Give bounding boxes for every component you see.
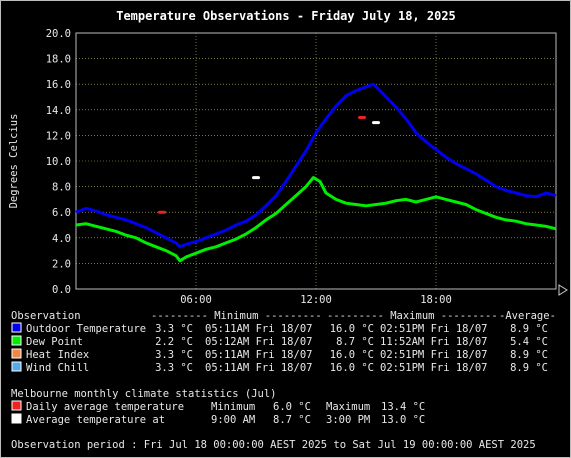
legend-average-value: 5.4 °C — [510, 336, 548, 348]
climate-marker-average-at-time — [252, 176, 260, 180]
climate-daily-avg-max: 13.4 °C — [381, 401, 425, 413]
climate-markers — [158, 115, 380, 214]
climate-marker-daily-average-max — [358, 115, 366, 119]
legend-header-maximum: --------- Maximum --------- — [327, 310, 498, 322]
legend-header-average: -Average- — [499, 310, 556, 322]
legend-max-time: 02:51PM Fri 18/07 — [380, 323, 487, 335]
x-tick-label: 18:00 — [420, 294, 452, 306]
observation-period: Observation period : Fri Jul 18 00:00:00… — [11, 439, 536, 451]
series-line-outdoor-temperature — [75, 82, 557, 249]
chart-title: Temperature Observations - Friday July 1… — [116, 9, 456, 23]
legend-row: Heat Index 3.3 °C 05:11AM Fri 18/07 16.0 °C… — [11, 348, 548, 361]
y-tick-label: 12.0 — [46, 130, 71, 142]
legend-header-observation: Observation — [11, 310, 81, 322]
legend-min-time: 05:11AM Fri 18/07 — [205, 349, 312, 361]
legend-swatch — [11, 361, 22, 372]
climate-avg-at-time1: 9:00 AM — [211, 414, 255, 426]
legend-max-value: 16.0 °C — [330, 362, 374, 374]
legend-max-value: 16.0 °C — [330, 349, 374, 361]
y-tick-label: 14.0 — [46, 105, 71, 117]
legend-min-value: 3.3 °C — [155, 323, 193, 335]
legend-max-value: 8.7 °C — [336, 336, 374, 348]
legend-series-name: Dew Point — [26, 336, 83, 348]
legend-max-time: 02:51PM Fri 18/07 — [380, 362, 487, 374]
legend-header-minimum: --------- Minimum --------- — [151, 310, 322, 322]
series-lines — [75, 82, 557, 263]
climate-daily-avg-swatch — [11, 400, 22, 411]
series-line-dew-point — [75, 176, 557, 263]
x-tick-label: 12:00 — [300, 294, 332, 306]
y-tick-label: 0.0 — [52, 284, 71, 296]
y-tick-label: 16.0 — [46, 79, 71, 91]
legend-swatch — [11, 322, 22, 333]
x-tick-labels: 06:00 12:00 18:00 — [180, 294, 452, 306]
y-tick-label: 4.0 — [52, 233, 71, 245]
gridlines — [76, 33, 556, 289]
x-axis-arrow-icon — [558, 284, 568, 296]
y-tick-label: 2.0 — [52, 258, 71, 270]
climate-avg-at-val2: 13.0 °C — [381, 414, 425, 426]
legend-min-value: 3.3 °C — [155, 362, 193, 374]
legend-series-name: Outdoor Temperature — [26, 323, 146, 335]
climate-avg-at-swatch — [11, 413, 22, 424]
legend-row: Outdoor Temperature 3.3 °C 05:11AM Fri 18/… — [11, 322, 548, 335]
y-tick-label: 8.0 — [52, 182, 71, 194]
climate-avg-at-val1: 8.7 °C — [273, 414, 311, 426]
climate-marker-average-at-time — [372, 121, 380, 125]
climate-marker-daily-average-min — [158, 210, 166, 214]
legend-min-value: 3.3 °C — [155, 349, 193, 361]
climate-avg-at-time2: 3:00 PM — [326, 414, 370, 426]
y-tick-labels: 0.0 2.0 4.0 6.0 8.0 10.0 12.0 14.0 16.0 18.0 20.0 — [46, 28, 71, 296]
y-tick-label: 6.0 — [52, 207, 71, 219]
climate-daily-avg-max-label: Maximum — [326, 401, 370, 413]
legend-series-name: Heat Index — [26, 349, 89, 361]
legend-table: Outdoor Temperature 3.3 °C 05:11AM Fri 18/… — [11, 322, 548, 374]
climate-title: Melbourne monthly climate statistics (Ju… — [11, 388, 277, 400]
legend-average-value: 8.9 °C — [510, 323, 548, 335]
legend-average-value: 8.9 °C — [510, 362, 548, 374]
legend-min-time: 05:12AM Fri 18/07 — [205, 336, 312, 348]
legend-swatch — [11, 335, 22, 346]
y-tick-label: 18.0 — [46, 54, 71, 66]
legend-min-value: 2.2 °C — [155, 336, 193, 348]
legend-series-name: Wind Chill — [26, 362, 89, 374]
legend-row: Wind Chill 3.3 °C 05:11AM Fri 18/07 16.0 °C… — [11, 361, 548, 374]
legend-swatch — [11, 348, 22, 359]
legend-max-time: 02:51PM Fri 18/07 — [380, 349, 487, 361]
legend-min-time: 05:11AM Fri 18/07 — [205, 362, 312, 374]
climate-daily-avg-min: 6.0 °C — [273, 401, 311, 413]
y-tick-label: 10.0 — [46, 156, 71, 168]
legend-min-time: 05:11AM Fri 18/07 — [205, 323, 312, 335]
y-tick-label: 20.0 — [46, 28, 71, 40]
x-tick-label: 06:00 — [180, 294, 212, 306]
climate-daily-avg-label: Daily average temperature — [26, 401, 184, 413]
legend-average-value: 8.9 °C — [510, 349, 548, 361]
climate-daily-avg-min-label: Minimum — [211, 401, 255, 413]
legend-max-value: 16.0 °C — [330, 323, 374, 335]
legend-max-time: 11:52AM Fri 18/07 — [380, 336, 487, 348]
legend-row: Dew Point 2.2 °C 05:12AM Fri 18/07 8.7 °C 11… — [11, 335, 548, 348]
climate-avg-at-label: Average temperature at — [26, 414, 165, 426]
y-axis-label: Degrees Celcius — [8, 114, 20, 209]
